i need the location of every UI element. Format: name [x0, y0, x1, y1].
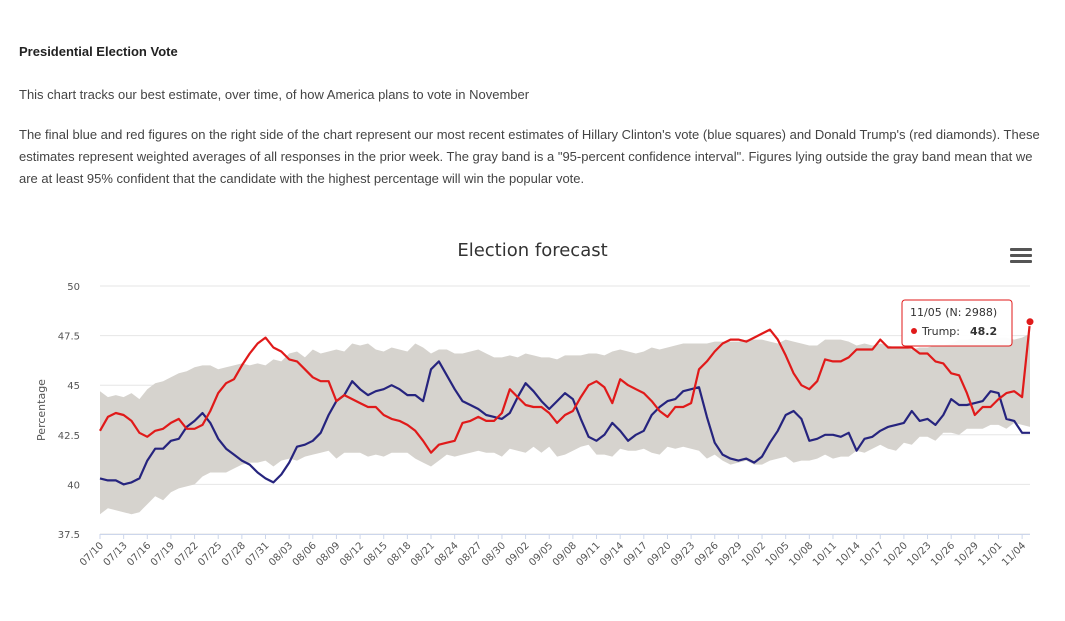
- x-tick-label: 09/11: [574, 540, 602, 568]
- x-tick-label: 09/23: [669, 540, 697, 568]
- x-tick-label: 09/26: [693, 540, 721, 568]
- x-tick-label: 10/14: [835, 540, 863, 568]
- y-tick-label: 47.5: [58, 332, 80, 343]
- x-tick-label: 10/29: [953, 540, 981, 568]
- y-tick-label: 42.5: [58, 431, 80, 442]
- page-heading: Presidential Election Vote: [19, 44, 178, 59]
- x-tick-label: 11/04: [1000, 540, 1028, 568]
- x-tick-label: 09/08: [551, 540, 579, 568]
- x-tick-label: 07/19: [149, 540, 177, 568]
- x-tick-label: 09/17: [622, 540, 650, 568]
- x-tick-label: 07/16: [125, 540, 153, 568]
- trump-last-point[interactable]: [1025, 317, 1035, 327]
- x-tick-label: 07/25: [196, 540, 224, 568]
- x-tick-label: 10/05: [764, 540, 792, 568]
- x-tick-label: 07/22: [173, 540, 201, 568]
- x-tick-label: 08/12: [338, 540, 366, 568]
- x-tick-label: 07/10: [78, 540, 106, 568]
- x-tick-label: 10/23: [906, 540, 934, 568]
- tooltip-box: [901, 299, 1013, 347]
- y-tick-label: 45: [67, 381, 80, 392]
- trump-line: [99, 321, 1032, 454]
- x-tick-label: 08/18: [385, 540, 413, 568]
- y-axis-label: Percentage: [35, 379, 48, 441]
- tooltip-value: 48.2: [970, 325, 997, 338]
- tooltip-series-marker: [911, 328, 917, 334]
- x-tick-label: 09/05: [527, 540, 555, 568]
- clinton-line: [99, 360, 1030, 486]
- y-tick-label: 40: [67, 480, 80, 491]
- x-tick-label: 07/13: [102, 540, 130, 568]
- x-tick-label: 08/09: [314, 540, 342, 568]
- x-tick-label: 11/01: [976, 540, 1004, 568]
- x-tick-label: 10/11: [811, 540, 839, 568]
- chart-title: Election forecast: [457, 240, 608, 261]
- intro-paragraph-1: This chart tracks our best estimate, ove…: [19, 87, 530, 102]
- x-tick-label: 09/02: [504, 540, 532, 568]
- x-tick-label: 07/28: [220, 540, 248, 568]
- x-tick-label: 09/29: [716, 540, 744, 568]
- x-tick-label: 07/31: [243, 540, 271, 568]
- x-tick-label: 08/21: [409, 540, 437, 568]
- intro-paragraph-2: The final blue and red figures on the ri…: [19, 127, 1040, 186]
- confidence-band: [100, 333, 1030, 515]
- x-tick-label: 08/27: [456, 540, 484, 568]
- x-tick-label: 10/20: [882, 540, 910, 568]
- x-tick-label: 10/26: [929, 540, 957, 568]
- x-tick-label: 08/06: [291, 540, 319, 568]
- x-tick-label: 09/14: [598, 540, 626, 568]
- x-tick-label: 08/30: [480, 540, 508, 568]
- y-tick-label: 37.5: [58, 530, 80, 541]
- x-tick-label: 10/17: [858, 540, 886, 568]
- x-tick-label: 10/08: [787, 540, 815, 568]
- x-tick-label: 08/15: [362, 540, 390, 568]
- tooltip-series-label: Trump:: [921, 325, 960, 338]
- x-tick-label: 08/24: [433, 540, 461, 568]
- tooltip-header: 11/05 (N: 2988): [910, 306, 997, 319]
- x-tick-label: 09/20: [645, 540, 673, 568]
- y-tick-label: 50: [67, 282, 80, 293]
- x-tick-label: 08/03: [267, 540, 295, 568]
- x-tick-label: 10/02: [740, 540, 768, 568]
- chart-description: Presidential Election Vote This chart tr…: [19, 44, 1049, 208]
- hamburger-menu-icon[interactable]: [1010, 248, 1032, 264]
